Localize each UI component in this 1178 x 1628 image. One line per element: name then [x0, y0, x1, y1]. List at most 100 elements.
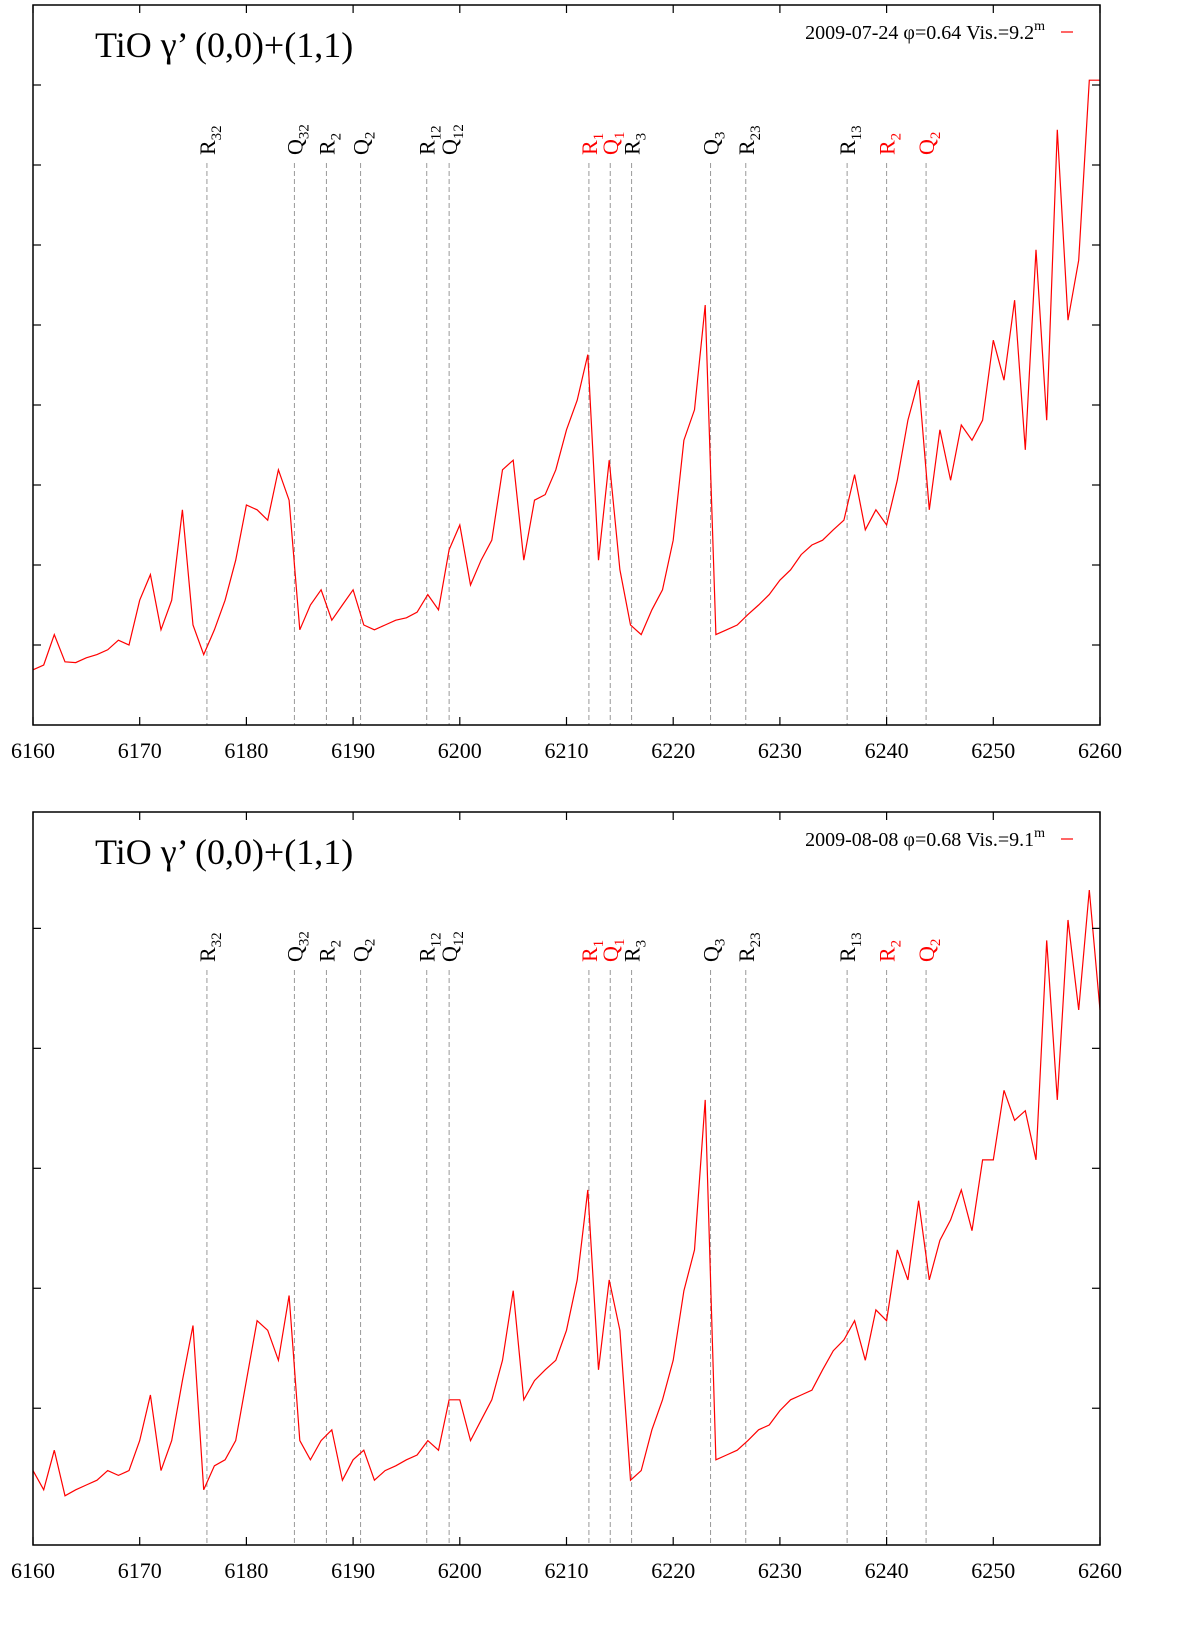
annotation-label: Q12 [437, 931, 467, 962]
annotation-subscript: 2 [363, 132, 379, 140]
annotation-letter: Q [437, 139, 462, 155]
annotation-subscript: 1 [591, 133, 607, 141]
annotation-subscript: 32 [209, 125, 225, 140]
legend-superscript: m [1034, 19, 1045, 34]
annotation-label: R2 [314, 940, 344, 962]
annotation-letter: R [620, 947, 645, 962]
annotation-label: Q12 [437, 124, 467, 155]
annotation-subscript: 12 [451, 931, 467, 946]
annotation-letter: Q [282, 946, 307, 962]
x-tick-label: 6180 [224, 1558, 268, 1583]
annotation-label: R12 [415, 932, 445, 962]
annotation-subscript: 3 [634, 133, 650, 141]
annotation-subscript: 3 [634, 940, 650, 948]
annotation-subscript: 2 [363, 939, 379, 947]
annotation-label: Q2 [914, 132, 944, 155]
annotation-subscript: 13 [849, 125, 865, 140]
annotation-letter: R [734, 140, 759, 155]
legend-label: 2009-07-24 φ=0.64 Vis.=9.2m [805, 19, 1045, 44]
annotation-subscript: 2 [928, 132, 944, 140]
x-tick-label: 6250 [971, 738, 1015, 763]
annotation-subscript: 1 [612, 939, 628, 947]
annotation-letter: R [620, 140, 645, 155]
spectrum-line [32, 79, 1100, 671]
annotation-subscript: 12 [429, 932, 445, 947]
plot-frame [32, 811, 1101, 1546]
annotation-subscript: 23 [748, 932, 764, 947]
x-tick-label: 6190 [331, 1558, 375, 1583]
x-tick-label: 6210 [545, 738, 589, 763]
annotation-label: Q32 [282, 124, 312, 155]
annotation-subscript: 32 [296, 124, 312, 139]
annotation-subscript: 3 [713, 939, 729, 947]
annotation-label: R1 [577, 133, 607, 155]
annotation-letter: Q [699, 946, 724, 962]
x-tick-label: 6220 [651, 1558, 695, 1583]
annotation-subscript: 1 [612, 132, 628, 140]
annotation-letter: Q [914, 946, 939, 962]
legend-superscript: m [1034, 826, 1045, 841]
x-tick-label: 6210 [545, 1558, 589, 1583]
annotation-subscript: 1 [591, 940, 607, 948]
annotation-letter: R [875, 947, 900, 962]
annotation-label: R13 [835, 125, 865, 155]
annotation-label: R32 [195, 125, 225, 155]
annotation-letter: R [195, 947, 220, 962]
legend-label: 2009-08-08 φ=0.68 Vis.=9.1m [805, 826, 1045, 851]
annotation-subscript: 32 [209, 932, 225, 947]
annotation-label: R3 [620, 133, 650, 155]
annotation-letter: R [734, 947, 759, 962]
annotation-letter: R [314, 947, 339, 962]
annotation-letter: Q [349, 139, 374, 155]
annotation-label: R32 [195, 932, 225, 962]
annotation-subscript: 2 [328, 940, 344, 948]
x-tick-label: 6230 [758, 738, 802, 763]
annotation-letter: R [415, 947, 440, 962]
annotation-letter: Q [282, 139, 307, 155]
annotation-label: R3 [620, 940, 650, 962]
annotation-letter: R [835, 947, 860, 962]
spectrum-line [32, 889, 1101, 1497]
annotation-subscript: 13 [849, 932, 865, 947]
annotation-label: Q3 [699, 939, 729, 962]
annotation-letter: Q [914, 139, 939, 155]
x-tick-label: 6160 [11, 738, 55, 763]
annotation-letter: Q [349, 946, 374, 962]
x-tick-label: 6260 [1078, 738, 1122, 763]
x-tick-label: 6220 [651, 738, 695, 763]
x-tick-label: 6170 [118, 1558, 162, 1583]
annotation-subscript: 12 [429, 125, 445, 140]
x-tick-label: 6200 [438, 1558, 482, 1583]
legend-name: 2009-07-24 φ=0.64 Vis.=9.2 [805, 22, 1034, 44]
legend-name: 2009-08-08 φ=0.68 Vis.=9.1 [805, 829, 1034, 851]
annotation-subscript: 12 [451, 124, 467, 139]
chart-title: TiO γ’ (0,0)+(1,1) [95, 832, 353, 872]
annotation-subscript: 2 [889, 133, 905, 141]
annotation-label: Q2 [349, 132, 379, 155]
x-tick-label: 6160 [11, 1558, 55, 1583]
annotation-letter: R [577, 947, 602, 962]
annotation-label: R2 [875, 940, 905, 962]
annotation-letter: R [577, 140, 602, 155]
annotation-letter: R [835, 140, 860, 155]
annotation-label: R1 [577, 940, 607, 962]
annotation-label: Q1 [598, 132, 628, 155]
annotation-label: Q32 [282, 931, 312, 962]
annotation-subscript: 2 [928, 939, 944, 947]
x-tick-label: 6230 [758, 1558, 802, 1583]
annotation-letter: R [195, 140, 220, 155]
chart-title: TiO γ’ (0,0)+(1,1) [95, 25, 353, 65]
annotation-letter: R [314, 140, 339, 155]
annotation-label: Q2 [914, 939, 944, 962]
annotation-letter: R [415, 140, 440, 155]
annotation-subscript: 2 [889, 940, 905, 948]
plot-frame [32, 4, 1101, 726]
annotation-subscript: 32 [296, 931, 312, 946]
x-tick-label: 6250 [971, 1558, 1015, 1583]
annotation-label: R2 [875, 133, 905, 155]
annotation-label: R2 [314, 133, 344, 155]
